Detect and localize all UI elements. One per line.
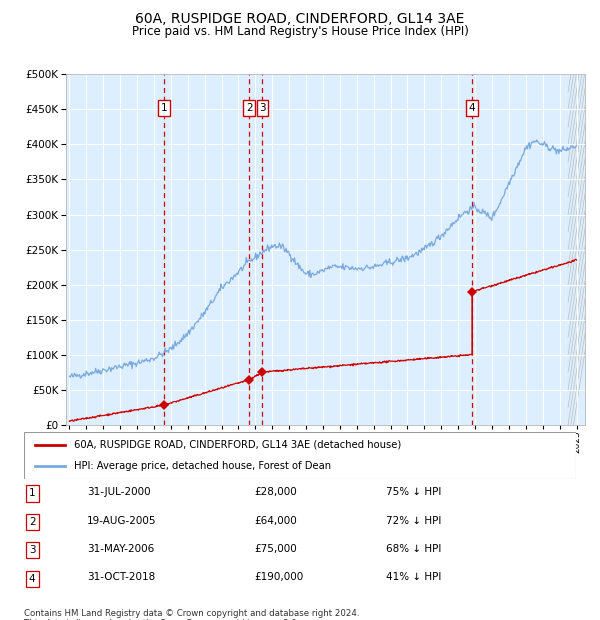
Text: 60A, RUSPIDGE ROAD, CINDERFORD, GL14 3AE: 60A, RUSPIDGE ROAD, CINDERFORD, GL14 3AE xyxy=(136,12,464,27)
Text: 75% ↓ HPI: 75% ↓ HPI xyxy=(386,487,442,497)
Text: HPI: Average price, detached house, Forest of Dean: HPI: Average price, detached house, Fore… xyxy=(74,461,331,471)
Text: 1: 1 xyxy=(29,489,35,498)
Text: 19-AUG-2005: 19-AUG-2005 xyxy=(87,516,157,526)
Text: 68% ↓ HPI: 68% ↓ HPI xyxy=(386,544,442,554)
Text: 31-OCT-2018: 31-OCT-2018 xyxy=(87,572,155,582)
Text: Contains HM Land Registry data © Crown copyright and database right 2024.
This d: Contains HM Land Registry data © Crown c… xyxy=(24,609,359,620)
Text: 60A, RUSPIDGE ROAD, CINDERFORD, GL14 3AE (detached house): 60A, RUSPIDGE ROAD, CINDERFORD, GL14 3AE… xyxy=(74,440,401,450)
FancyBboxPatch shape xyxy=(24,432,576,479)
Text: 31-MAY-2006: 31-MAY-2006 xyxy=(87,544,154,554)
Text: 4: 4 xyxy=(29,574,35,583)
Text: 41% ↓ HPI: 41% ↓ HPI xyxy=(386,572,442,582)
Text: 3: 3 xyxy=(29,545,35,556)
Text: 31-JUL-2000: 31-JUL-2000 xyxy=(87,487,151,497)
Text: 2: 2 xyxy=(246,103,253,113)
Text: £190,000: £190,000 xyxy=(254,572,303,582)
Text: £64,000: £64,000 xyxy=(254,516,296,526)
Text: £28,000: £28,000 xyxy=(254,487,296,497)
Text: 72% ↓ HPI: 72% ↓ HPI xyxy=(386,516,442,526)
Text: Price paid vs. HM Land Registry's House Price Index (HPI): Price paid vs. HM Land Registry's House … xyxy=(131,25,469,38)
Text: 1: 1 xyxy=(160,103,167,113)
Text: 4: 4 xyxy=(469,103,476,113)
Text: £75,000: £75,000 xyxy=(254,544,296,554)
Text: 2: 2 xyxy=(29,517,35,527)
Text: 3: 3 xyxy=(259,103,266,113)
